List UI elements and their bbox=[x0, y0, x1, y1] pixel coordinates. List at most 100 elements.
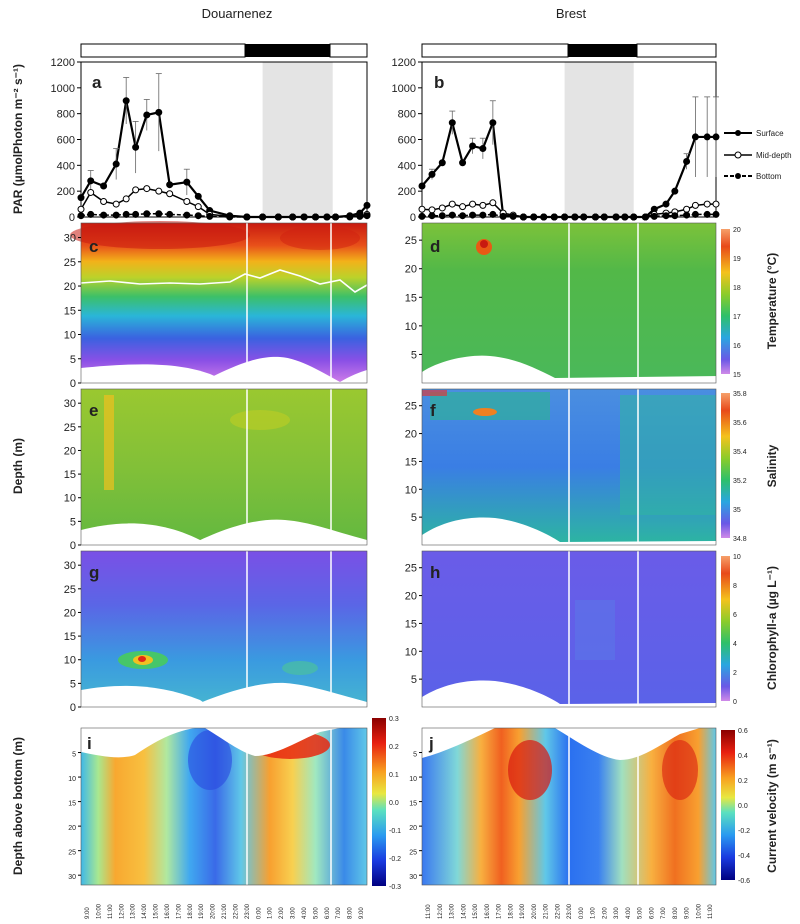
data-point-bottom bbox=[621, 213, 629, 221]
x-tick-label: 14:00 bbox=[461, 903, 467, 919]
data-point-mid-depth bbox=[489, 199, 497, 207]
y-tick-label: 20 bbox=[405, 591, 417, 603]
y-tick-label: 15 bbox=[64, 305, 76, 317]
x-tick-label: 10:00 bbox=[96, 903, 102, 919]
salinity-panel-e: 0 5 10 15 20 25 30 bbox=[64, 388, 368, 552]
data-point-bottom bbox=[459, 212, 467, 220]
y-tick-label: 15 bbox=[405, 618, 417, 630]
panel-letter-i: i bbox=[87, 734, 92, 753]
x-tick-label: 3:00 bbox=[291, 907, 297, 919]
x-tick-label: 14:00 bbox=[142, 903, 148, 919]
data-point-surface bbox=[183, 178, 191, 186]
y-tick-label: 15 bbox=[64, 469, 76, 481]
data-point-surface bbox=[459, 159, 467, 167]
y-tick-label: 5 bbox=[411, 349, 417, 361]
y-tick-label: 20 bbox=[409, 825, 417, 832]
data-point-bottom bbox=[363, 212, 371, 220]
data-point-bottom bbox=[206, 212, 214, 220]
legend-mid-depth: Mid-depth bbox=[756, 151, 792, 160]
y-tick-label: 20 bbox=[64, 607, 76, 619]
depth-above-bottom-label: Depth above bottom (m) bbox=[11, 737, 25, 875]
colorbar-tick-label: -0.2 bbox=[389, 856, 401, 863]
colorbar-tick-label: 20 bbox=[733, 227, 741, 234]
data-point-bottom bbox=[671, 212, 679, 220]
data-point-bottom bbox=[312, 213, 320, 221]
data-point-mid-depth bbox=[143, 185, 151, 193]
data-point-surface bbox=[155, 108, 163, 116]
colorbar-tick-label: -0.3 bbox=[389, 884, 401, 891]
y-tick-label: 15 bbox=[64, 631, 76, 643]
data-point-mid-depth bbox=[459, 203, 467, 211]
y-tick-label: 0 bbox=[70, 702, 76, 714]
data-point-surface bbox=[662, 200, 670, 208]
y-tick-label: 20 bbox=[64, 281, 76, 293]
data-point-mid-depth bbox=[712, 200, 720, 208]
data-point-bottom bbox=[550, 213, 558, 221]
x-tick-label: 12:00 bbox=[438, 903, 444, 919]
colorbar-tick-label: 0.2 bbox=[389, 744, 399, 751]
x-tick-label: 8:00 bbox=[673, 907, 679, 919]
data-point-bottom bbox=[100, 211, 108, 219]
x-tick-label: 16:00 bbox=[485, 903, 491, 919]
data-point-mid-depth bbox=[112, 200, 120, 208]
x-tick-label: 7:00 bbox=[661, 907, 667, 919]
x-tick-label: 13:00 bbox=[450, 903, 456, 919]
y-tick-label: 1000 bbox=[51, 83, 75, 95]
x-tick-label: 1:00 bbox=[268, 907, 274, 919]
x-tick-label: 0:00 bbox=[256, 907, 262, 919]
y-tick-label: 15 bbox=[409, 801, 417, 808]
data-point-mid-depth bbox=[469, 200, 477, 208]
colorbar-chlorophyll: 10 8 6 4 2 0 Chlorophyll-a (µg L⁻¹) bbox=[721, 554, 779, 706]
data-point-mid-depth bbox=[87, 188, 95, 196]
x-tick-label: 18:00 bbox=[188, 903, 194, 919]
data-point-bottom bbox=[323, 213, 331, 221]
y-tick-label: 5 bbox=[413, 752, 417, 759]
data-point-bottom bbox=[519, 213, 527, 221]
legend-surface: Surface bbox=[756, 129, 784, 138]
colorbar-label-chlorophyll: Chlorophyll-a (µg L⁻¹) bbox=[765, 566, 779, 690]
colorbar-tick-label: 0.2 bbox=[738, 778, 748, 785]
y-tick-label: 25 bbox=[405, 563, 417, 575]
colorbar-tick-label: 0 bbox=[733, 699, 737, 706]
par-series bbox=[77, 73, 371, 221]
y-tick-label: 20 bbox=[405, 429, 417, 441]
data-point-surface bbox=[143, 111, 151, 119]
data-point-bottom bbox=[561, 213, 569, 221]
night-shading bbox=[262, 62, 333, 217]
data-point-bottom bbox=[155, 210, 163, 218]
data-point-bottom bbox=[499, 212, 507, 220]
data-point-surface bbox=[122, 97, 130, 105]
data-point-mid-depth bbox=[122, 195, 130, 203]
data-point-bottom bbox=[418, 212, 426, 220]
data-point-bottom bbox=[662, 212, 670, 220]
y-tick-label: 1200 bbox=[51, 57, 75, 69]
data-point-surface bbox=[363, 201, 371, 209]
x-tick-label: 15:00 bbox=[473, 903, 479, 919]
data-point-bottom bbox=[509, 212, 517, 220]
y-tick-label: 5 bbox=[70, 516, 76, 528]
panel-letter-e: e bbox=[89, 401, 98, 420]
y-tick-label: 15 bbox=[405, 456, 417, 468]
colorbar-tick-label: 34.8 bbox=[733, 536, 747, 543]
colorbar-tick-label: 8 bbox=[733, 583, 737, 590]
panel-letter-g: g bbox=[89, 563, 99, 582]
y-tick-label: 0 bbox=[410, 212, 416, 224]
y-tick-label: 25 bbox=[64, 257, 76, 269]
x-tick-label: 9:00 bbox=[359, 907, 365, 919]
colorbar-current-right: 0.6 0.4 0.2 0.0 -0.2 -0.4 -0.6 Current velocit… bbox=[721, 728, 779, 885]
title-right: Brest bbox=[556, 6, 587, 21]
colorbar-tick-label: 16 bbox=[733, 343, 741, 350]
data-point-bottom bbox=[183, 211, 191, 219]
legend-bottom: Bottom bbox=[756, 172, 782, 181]
data-point-bottom bbox=[356, 212, 364, 220]
colorbar-tick-label: 0.0 bbox=[389, 800, 399, 807]
x-tick-label: 17:00 bbox=[176, 903, 182, 919]
time-x-axis: 11:00 12:00 13:00 14:00 15:00 16:00 17:00 18:00… bbox=[426, 903, 714, 919]
y-tick-label: 25 bbox=[64, 584, 76, 596]
x-tick-label: 6:00 bbox=[325, 907, 331, 919]
x-tick-label: 2:00 bbox=[279, 907, 285, 919]
y-tick-label: 25 bbox=[409, 850, 417, 857]
data-point-surface bbox=[428, 170, 436, 178]
y-tick-label: 10 bbox=[64, 493, 76, 505]
colorbar-tick-label: -0.1 bbox=[389, 828, 401, 835]
